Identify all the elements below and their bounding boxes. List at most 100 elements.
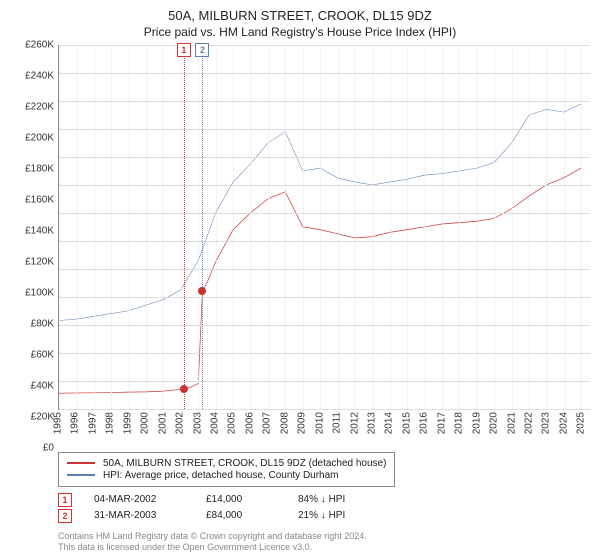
footer-line-2: This data is licensed under the Open Gov… — [58, 542, 590, 554]
chart-title: 50A, MILBURN STREET, CROOK, DL15 9DZ — [10, 8, 590, 23]
gridline-v — [355, 45, 356, 409]
gridline-h — [59, 381, 590, 382]
y-tick-label: £140K — [25, 225, 54, 236]
gridline-h — [59, 269, 590, 270]
y-tick-label: £40K — [31, 380, 54, 391]
y-tick-label: £260K — [25, 40, 54, 51]
gridline-h — [59, 129, 590, 130]
gridline-h — [59, 353, 590, 354]
x-tick-label: 2001 — [157, 412, 168, 434]
x-tick-label: 2016 — [419, 412, 430, 434]
gridline-h — [59, 101, 590, 102]
gridline-v — [546, 45, 547, 409]
sale-marker-line — [184, 45, 185, 409]
gridline-v — [338, 45, 339, 409]
y-tick-label: £80K — [31, 318, 54, 329]
x-tick-label: 1997 — [87, 412, 98, 434]
line-layer — [59, 45, 590, 409]
sale-date: 31-MAR-2003 — [94, 510, 184, 521]
gridline-v — [459, 45, 460, 409]
gridline-v — [76, 45, 77, 409]
x-tick-label: 2008 — [279, 412, 290, 434]
gridline-v — [320, 45, 321, 409]
y-tick-label: £60K — [31, 349, 54, 360]
gridline-h — [59, 241, 590, 242]
x-tick-label: 2007 — [262, 412, 273, 434]
y-tick-label: £180K — [25, 163, 54, 174]
gridline-v — [285, 45, 286, 409]
sales-table: 104-MAR-2002£14,00084% ↓ HPI231-MAR-2003… — [58, 493, 590, 525]
sale-delta: 84% ↓ HPI — [298, 494, 388, 505]
gridline-h — [59, 185, 590, 186]
sale-marker-badge: 2 — [195, 43, 209, 57]
legend-label: HPI: Average price, detached house, Coun… — [103, 470, 339, 481]
sale-row: 2 31-MAR-2003 £84,000 21% ↓ HPI — [58, 509, 590, 523]
gridline-v — [146, 45, 147, 409]
chart-area: £0£20K£40K£60K£80K£100K£120K£140K£160K£1… — [10, 45, 590, 448]
y-tick-label: £100K — [25, 287, 54, 298]
gridline-v — [233, 45, 234, 409]
x-tick-label: 2015 — [401, 412, 412, 434]
sale-price: £84,000 — [206, 510, 276, 521]
gridline-v — [268, 45, 269, 409]
x-tick-label: 2018 — [454, 412, 465, 434]
sale-row-badge: 2 — [58, 509, 72, 523]
gridline-v — [564, 45, 565, 409]
gridline-v — [59, 45, 60, 409]
gridline-h — [59, 325, 590, 326]
y-tick-label: £20K — [31, 411, 54, 422]
sale-price: £14,000 — [206, 494, 276, 505]
gridline-v — [372, 45, 373, 409]
gridline-v — [442, 45, 443, 409]
x-tick-label: 2017 — [436, 412, 447, 434]
gridline-v — [198, 45, 199, 409]
sale-marker-line — [202, 45, 203, 409]
y-tick-label: £160K — [25, 194, 54, 205]
chart-container: 50A, MILBURN STREET, CROOK, DL15 9DZ Pri… — [0, 0, 600, 560]
gridline-v — [407, 45, 408, 409]
gridline-h — [59, 297, 590, 298]
x-tick-label: 2003 — [192, 412, 203, 434]
x-tick-label: 2013 — [366, 412, 377, 434]
gridline-v — [529, 45, 530, 409]
x-tick-label: 2000 — [140, 412, 151, 434]
x-tick-label: 2024 — [558, 412, 569, 434]
x-tick-label: 1998 — [105, 412, 116, 434]
footer: Contains HM Land Registry data © Crown c… — [58, 531, 590, 554]
x-tick-label: 1999 — [122, 412, 133, 434]
legend-label: 50A, MILBURN STREET, CROOK, DL15 9DZ (de… — [103, 458, 386, 469]
x-tick-label: 2006 — [244, 412, 255, 434]
gridline-h — [59, 157, 590, 158]
legend-item: 50A, MILBURN STREET, CROOK, DL15 9DZ (de… — [67, 458, 386, 469]
sale-marker-badge: 1 — [177, 43, 191, 57]
legend-swatch — [67, 474, 95, 476]
x-tick-label: 2010 — [314, 412, 325, 434]
gridline-v — [163, 45, 164, 409]
sale-date: 04-MAR-2002 — [94, 494, 184, 505]
gridline-v — [94, 45, 95, 409]
gridline-h — [59, 213, 590, 214]
gridline-h — [59, 73, 590, 74]
x-tick-label: 2009 — [297, 412, 308, 434]
x-tick-label: 2011 — [332, 412, 343, 434]
x-tick-label: 2012 — [349, 412, 360, 434]
sale-row: 104-MAR-2002£14,00084% ↓ HPI — [58, 493, 590, 507]
x-tick-label: 2004 — [209, 412, 220, 434]
plot-region: 12 — [58, 45, 590, 410]
gridline-v — [216, 45, 217, 409]
gridline-v — [129, 45, 130, 409]
gridline-v — [494, 45, 495, 409]
legend: 50A, MILBURN STREET, CROOK, DL15 9DZ (de… — [58, 452, 395, 487]
x-tick-label: 2023 — [541, 412, 552, 434]
gridline-v — [303, 45, 304, 409]
chart-subtitle: Price paid vs. HM Land Registry's House … — [10, 25, 590, 39]
x-tick-label: 2022 — [523, 412, 534, 434]
y-axis: £0£20K£40K£60K£80K£100K£120K£140K£160K£1… — [10, 45, 58, 448]
gridline-v — [181, 45, 182, 409]
x-axis: 1995199619971998199920002001200220032004… — [58, 410, 590, 448]
sale-delta: 21% ↓ HPI — [298, 510, 388, 521]
y-tick-label: £200K — [25, 132, 54, 143]
x-tick-label: 1995 — [53, 412, 64, 434]
y-tick-label: £220K — [25, 101, 54, 112]
y-tick-label: £240K — [25, 70, 54, 81]
